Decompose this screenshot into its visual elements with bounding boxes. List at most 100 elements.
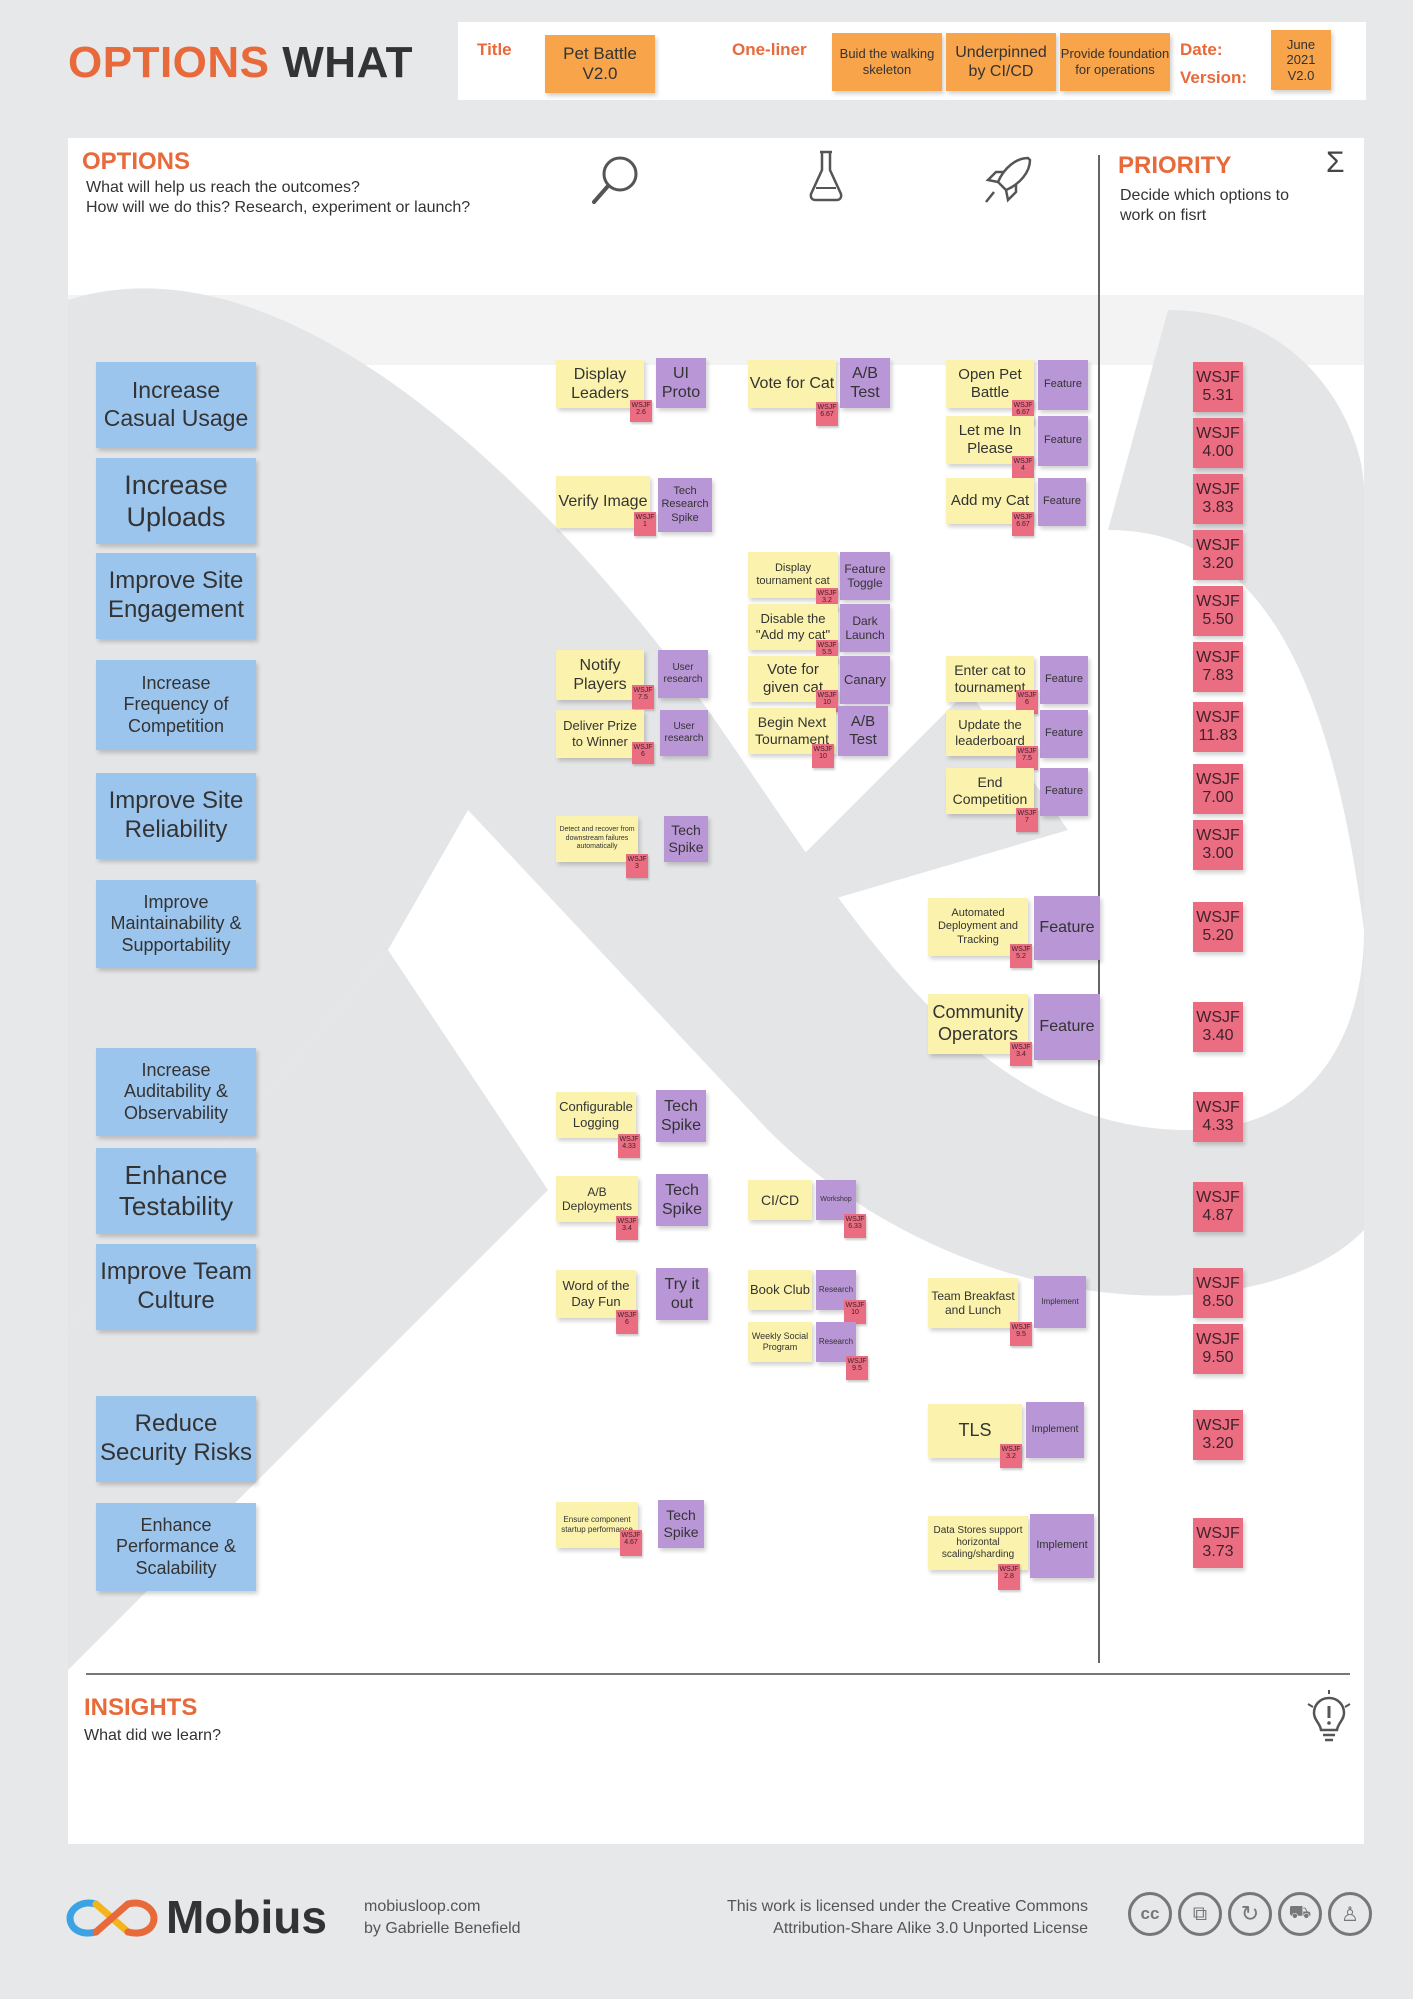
launch-type-note: Feature (1034, 896, 1100, 960)
wsjf-tag: WSJF 4.67 (620, 1530, 642, 1556)
wsjf-tag: WSJF 7.5 (1016, 746, 1038, 770)
noncommercial-icon: ⛟ (1278, 1892, 1322, 1936)
flask-icon (809, 150, 843, 202)
outcome-note: Enhance Testability (96, 1148, 256, 1234)
wsjf-tag: WSJF 7 (1016, 808, 1038, 832)
launch-type-note: Feature (1034, 994, 1100, 1060)
research-type-note: Tech Spike (664, 816, 708, 862)
research-type-note: Tech Spike (658, 1500, 704, 1548)
launch-type-note: Feature (1038, 416, 1088, 466)
license-line-1: This work is licensed under the Creative… (726, 1898, 1088, 1915)
title-label: Title (477, 40, 512, 59)
priority-score-note: WSJF 9.50 (1193, 1324, 1243, 1374)
footer-site-link[interactable]: mobiusloop.com (364, 1898, 481, 1915)
research-type-note: Tech Spike (656, 1174, 708, 1226)
priority-score-note: WSJF 4.87 (1193, 1182, 1243, 1232)
outcome-note: Improve Site Reliability (96, 773, 256, 859)
wsjf-tag: WSJF 10 (812, 744, 834, 768)
launch-option-note: Enter cat to tournament (946, 656, 1034, 702)
research-type-note: User research (658, 650, 708, 698)
research-type-note: UI Proto (656, 358, 706, 408)
priority-score-note: WSJF 3.00 (1193, 820, 1243, 870)
version-label: Version: (1180, 68, 1248, 87)
outcome-note: Improve Maintainability & Supportability (96, 880, 256, 968)
wsjf-tag: WSJF 3 (626, 854, 648, 878)
wsjf-tag: WSJF 6 (1016, 690, 1038, 714)
launch-type-note: Implement (1030, 1514, 1094, 1578)
research-type-note: User research (660, 710, 708, 756)
priority-score-note: WSJF 5.20 (1193, 902, 1243, 952)
priority-score-note: WSJF 4.33 (1193, 1092, 1243, 1142)
launch-type-note: Feature (1040, 710, 1088, 758)
priority-score-note: WSJF 3.20 (1193, 1410, 1243, 1460)
wsjf-tag: WSJF 6.67 (816, 402, 838, 426)
launch-type-note: Implement (1026, 1402, 1084, 1458)
priority-subtitle-2: work on fisrt (1120, 207, 1207, 224)
wsjf-tag: WSJF 10 (844, 1300, 866, 1324)
priority-score-note: WSJF 5.50 (1193, 586, 1243, 636)
wsjf-tag: WSJF 1 (634, 512, 656, 536)
experiment-option-note: Weekly Social Program (748, 1322, 812, 1362)
wsjf-tag: WSJF 4 (1012, 456, 1034, 478)
outcome-note: Increase Frequency of Competition (96, 660, 256, 750)
launch-type-note: Implement (1034, 1276, 1086, 1328)
wsjf-tag: WSJF 2.8 (998, 1564, 1020, 1590)
wsjf-tag: WSJF 5.2 (1010, 944, 1032, 968)
mobius-logo-icon (66, 1899, 158, 1937)
outcome-note: Increase Casual Usage (96, 362, 256, 448)
wsjf-tag: WSJF 6.33 (844, 1214, 866, 1238)
options-subtitle-1: What will help us reach the outcomes? (86, 179, 360, 196)
date-label: Date: (1180, 40, 1223, 59)
launch-option-note: Data Stores support horizontal scaling/s… (928, 1516, 1028, 1570)
priority-score-note: WSJF 8.50 (1193, 1268, 1243, 1318)
copy-icon: ⧉ (1178, 1892, 1222, 1936)
wsjf-tag: WSJF 4.33 (618, 1134, 640, 1158)
outcome-note: Increase Auditability & Observability (96, 1048, 256, 1136)
wsjf-tag: WSJF 9.5 (846, 1356, 868, 1380)
research-type-note: Tech Spike (656, 1090, 706, 1142)
launch-type-note: Feature (1038, 478, 1086, 526)
research-option-note: Verify Image (556, 476, 650, 528)
research-option-note: Display Leaders (556, 360, 644, 408)
oneliner-note-3: Provide foundation for operations (1060, 33, 1170, 91)
outcome-note: Enhance Performance & Scalability (96, 1503, 256, 1591)
insights-heading: INSIGHTS (84, 1694, 198, 1721)
date-version-note: June 2021 V2.0 (1271, 30, 1331, 90)
priority-score-note: WSJF 3.83 (1193, 474, 1243, 524)
launch-option-note: Community Operators (928, 994, 1028, 1054)
experiment-type-note: A/B Test (838, 706, 888, 756)
research-option-note: A/B Deployments (556, 1176, 638, 1222)
wsjf-tag: WSJF 6 (632, 742, 654, 764)
research-type-note: Tech Research Spike (658, 478, 712, 532)
research-option-note: Configurable Logging (556, 1092, 636, 1138)
experiment-type-note: Research (816, 1322, 856, 1362)
lightbulb-icon (1307, 1690, 1351, 1742)
launch-option-note: End Competition (946, 768, 1034, 814)
wsjf-tag: WSJF 6 (616, 1310, 638, 1334)
page-title-accent: OPTIONS (68, 38, 270, 87)
wsjf-tag: WSJF 2.6 (630, 400, 652, 422)
wsjf-tag: WSJF 9.5 (1010, 1322, 1032, 1346)
priority-score-note: WSJF 3.20 (1193, 530, 1243, 580)
experiment-type-note: A/B Test (840, 358, 890, 408)
wsjf-tag: WSJF 7.5 (632, 685, 654, 709)
launch-option-note: Team Breakfast and Lunch (928, 1278, 1018, 1328)
wsjf-tag: WSJF 3.4 (1010, 1042, 1032, 1066)
experiment-type-note: Dark Launch (840, 604, 890, 652)
insights-subtitle: What did we learn? (84, 1727, 221, 1744)
footer-author: by Gabrielle Benefield (364, 1920, 521, 1937)
search-icon (592, 156, 638, 204)
experiment-type-note: Canary (840, 656, 890, 704)
priority-subtitle-1: Decide which options to (1120, 187, 1289, 204)
research-option-note: Notify Players (556, 650, 644, 700)
oneliner-note-2: Underpinned by CI/CD (946, 33, 1056, 91)
priority-score-note: WSJF 5.31 (1193, 362, 1243, 412)
mobius-background-shape (68, 288, 1364, 1670)
launch-option-note: Let me In Please (946, 416, 1034, 464)
research-option-note: Detect and recover from downstream failu… (556, 816, 638, 862)
options-heading: OPTIONS (82, 148, 191, 175)
priority-score-note: WSJF 3.73 (1193, 1518, 1243, 1568)
launch-option-note: Update the leaderboard (946, 710, 1034, 756)
research-type-note: Try it out (656, 1268, 708, 1320)
launch-option-note: Open Pet Battle (946, 360, 1034, 408)
